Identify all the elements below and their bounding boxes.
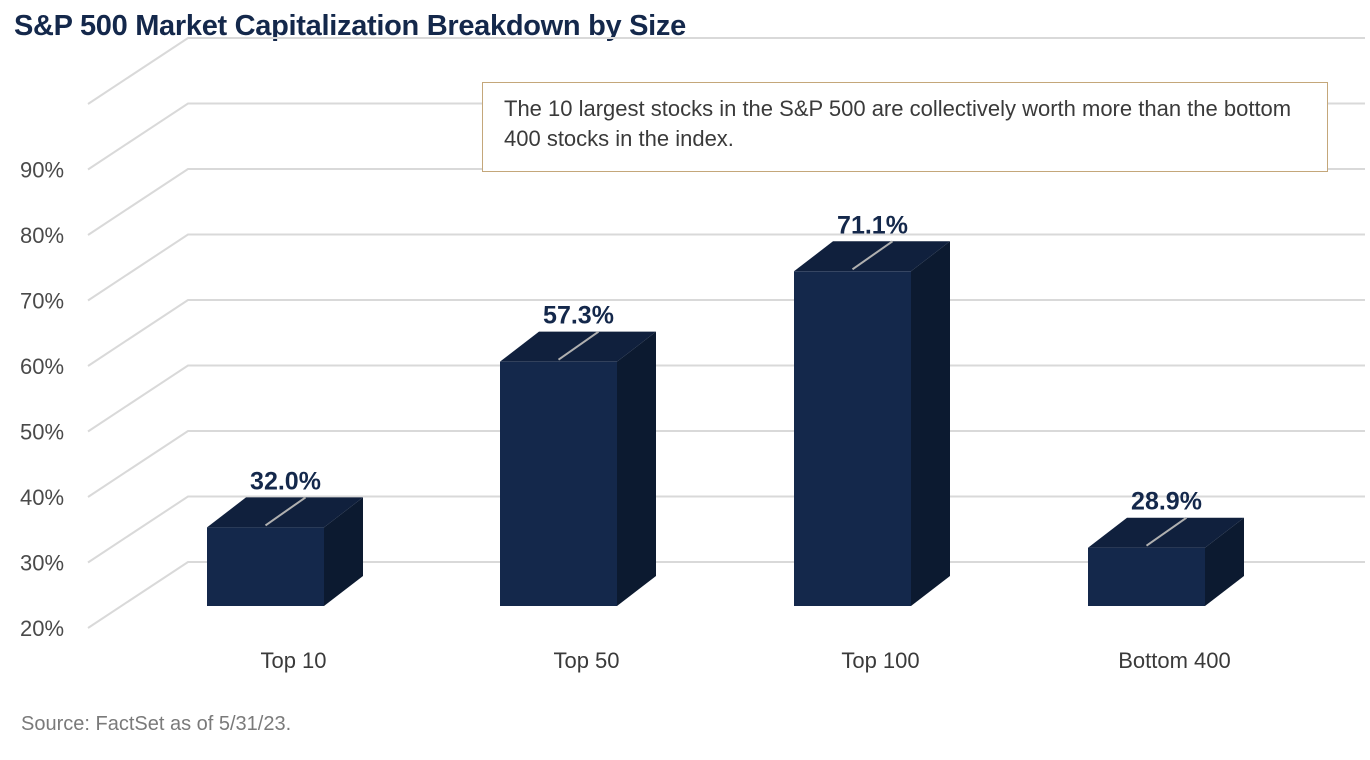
y-tick-label: 90% xyxy=(20,158,64,183)
x-tick-label: Top 50 xyxy=(553,648,619,673)
data-label: 28.9% xyxy=(1131,488,1202,516)
gridline xyxy=(87,37,1365,105)
y-tick-label: 50% xyxy=(20,420,64,445)
source-note: Source: FactSet as of 5/31/23. xyxy=(21,713,292,735)
bars: 32.0% 57.3% 71.1% 28.9% xyxy=(207,211,1244,607)
label-leader-line xyxy=(264,496,307,527)
gridline xyxy=(87,561,1365,629)
bar: 71.1% xyxy=(794,211,950,607)
y-tick-label: 30% xyxy=(20,551,64,576)
bar-side xyxy=(1205,517,1244,606)
data-label: 57.3% xyxy=(543,302,614,330)
bar: 28.9% xyxy=(1088,488,1244,606)
bar-side xyxy=(324,497,363,606)
gridline xyxy=(87,430,1365,498)
y-tick-label: 80% xyxy=(20,223,64,248)
data-label: 71.1% xyxy=(837,211,908,239)
y-axis-ticks: 20% 30% 40% 50% 60% 70% 80% 90% xyxy=(20,158,64,642)
gridline xyxy=(87,364,1365,433)
chart-title: S&P 500 Market Capitalization Breakdown … xyxy=(14,10,686,42)
x-tick-label: Top 10 xyxy=(260,648,326,673)
gridline xyxy=(87,299,1365,367)
label-leader-line xyxy=(1145,516,1188,547)
x-tick-label: Top 100 xyxy=(841,648,919,673)
bar-front xyxy=(794,271,911,606)
bar-chart: 20% 30% 40% 50% 60% 70% 80% 90% 32.0% 57.3% 71.1%… xyxy=(20,37,1365,673)
gridline xyxy=(87,495,1365,564)
bar-side xyxy=(617,331,656,606)
y-tick-label: 40% xyxy=(20,485,64,510)
y-tick-label: 60% xyxy=(20,354,64,379)
bar-front xyxy=(207,527,324,606)
label-leader-line xyxy=(851,240,894,271)
bar-side xyxy=(911,241,950,607)
y-tick-label: 20% xyxy=(20,616,64,641)
y-tick-label: 70% xyxy=(20,289,64,314)
bar-front xyxy=(1088,547,1205,606)
x-axis-ticks: Top 10 Top 50 Top 100 Bottom 400 xyxy=(260,648,1230,673)
label-leader-line xyxy=(557,330,600,361)
bar: 57.3% xyxy=(500,302,656,606)
bar-front xyxy=(500,361,617,606)
x-tick-label: Bottom 400 xyxy=(1118,648,1231,673)
data-label: 32.0% xyxy=(250,467,321,495)
gridline xyxy=(87,168,1365,236)
gridline xyxy=(87,233,1365,302)
annotation-box: The 10 largest stocks in the S&P 500 are… xyxy=(482,82,1328,172)
bar: 32.0% xyxy=(207,467,363,606)
